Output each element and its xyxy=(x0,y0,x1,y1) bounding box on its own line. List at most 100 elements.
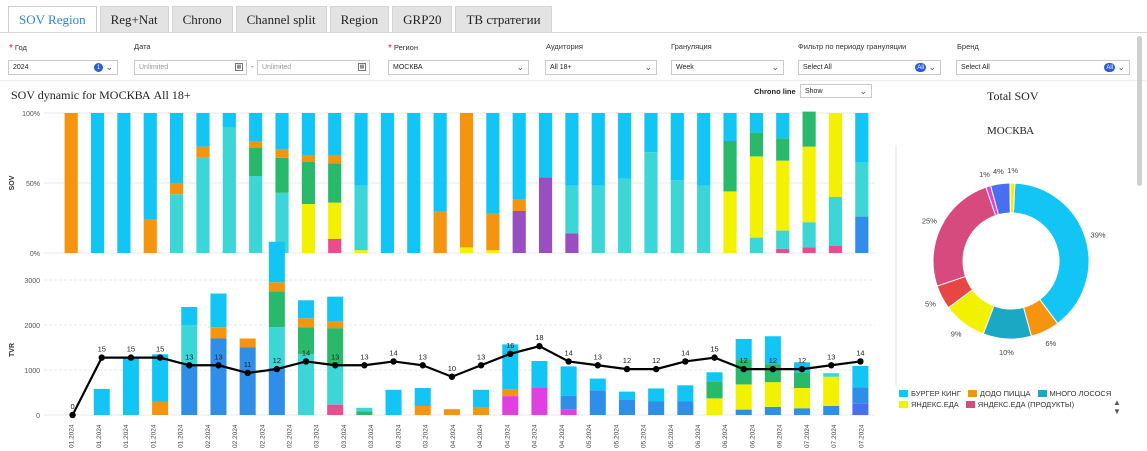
chevron-down-icon: ⌄ xyxy=(644,62,652,72)
sov-bar-segment xyxy=(565,113,579,186)
x-tick-label: 07.2024 xyxy=(858,424,865,448)
sov-bar-segment xyxy=(855,113,869,162)
chrono-line-select[interactable]: Show ⌄ xyxy=(800,84,872,98)
sov-bar-segment xyxy=(143,113,157,220)
date-from-input[interactable]: Unlimited ▦ xyxy=(134,60,247,75)
tvr-bar-segment xyxy=(210,327,227,339)
x-tick-label: 01.2024 xyxy=(96,424,103,448)
sov-bar-segment xyxy=(855,162,869,217)
tvr-bar-segment xyxy=(239,338,256,348)
tab-sov-region[interactable]: SOV Region xyxy=(8,6,97,32)
pie-legend: БУРГЕР КИНГ ДОДО ПИЦЦА МНОГО ЛОСОСЯ ЯНДЕКС.… xyxy=(899,389,1139,411)
tvr-bar-segment xyxy=(181,365,198,415)
sov-bar-segment xyxy=(697,185,711,253)
sov-bar-segment xyxy=(749,156,763,238)
pie-slice xyxy=(932,186,997,287)
year-value: 2024 xyxy=(13,64,29,71)
tab-tv-strategies[interactable]: ТВ стратегии xyxy=(455,6,552,32)
chrono-point xyxy=(594,362,602,369)
date-to-input[interactable]: Unlimited ▦ xyxy=(257,60,370,75)
sov-bar-segment xyxy=(802,222,816,248)
sov-bar-segment xyxy=(828,113,843,197)
tvr-bar-segment xyxy=(794,408,811,415)
legend-label: ЯНДЕКС.ЕДА xyxy=(911,400,959,409)
x-tick-label: 01.2024 xyxy=(178,424,185,448)
chrono-value-label: 13 xyxy=(419,352,427,361)
tab-reg-nat[interactable]: Reg+Nat xyxy=(99,6,169,32)
tab-grp20[interactable]: GRP20 xyxy=(392,6,453,32)
region-label: * Регион xyxy=(388,43,418,54)
tvr-bar-segment xyxy=(268,367,285,415)
legend-item[interactable]: БУРГЕР КИНГ xyxy=(899,389,961,398)
tvr-bar-segment xyxy=(152,401,169,415)
sov-bar-segment xyxy=(776,160,790,231)
pie-slice-label: 10% xyxy=(999,348,1014,357)
sov-bar-segment xyxy=(117,113,131,253)
sov-bar-segment xyxy=(512,211,526,253)
chrono-value-label: 15 xyxy=(710,345,718,354)
chrono-point xyxy=(711,354,718,361)
granularity-select[interactable]: Week ⌄ xyxy=(671,60,784,75)
date-from-placeholder: Unlimited xyxy=(139,64,169,71)
x-tick-label: 06.2024 xyxy=(722,424,729,448)
sov-bar-segment xyxy=(90,113,105,253)
chrono-point xyxy=(244,369,251,377)
chrono-value-label: 13 xyxy=(214,352,222,361)
legend-item[interactable]: ДОДО ПИЦЦА xyxy=(967,389,1031,398)
x-tick-label: 04.2024 xyxy=(450,424,457,448)
sov-bar-segment xyxy=(723,141,737,192)
sov-bar-segment xyxy=(275,157,289,193)
year-count-badge: 1 xyxy=(94,63,103,72)
chrono-point xyxy=(419,362,426,369)
chrono-point xyxy=(477,362,485,369)
sov-bar-segment xyxy=(723,113,737,141)
chrono-point xyxy=(507,350,514,357)
chrono-value-label: 14 xyxy=(389,348,397,357)
pie-subtitle: МОСКВА xyxy=(987,125,1035,137)
tvr-bar-segment xyxy=(239,347,256,415)
x-tick-label: 05.2024 xyxy=(586,424,593,448)
tvr-bar-segment xyxy=(852,387,869,404)
chrono-value-label: 12 xyxy=(798,356,806,365)
brand-label: Бренд xyxy=(957,42,979,51)
tab-region[interactable]: Region xyxy=(329,6,390,32)
sov-tick-label: 0% xyxy=(30,251,40,258)
tab-chrono[interactable]: Chrono xyxy=(171,6,233,32)
x-tick-label: 06.2024 xyxy=(749,424,756,448)
chevron-down-icon: ⌄ xyxy=(1117,62,1125,72)
legend-item[interactable]: ЯНДЕКС.ЕДА xyxy=(899,400,959,409)
sov-bar-segment xyxy=(512,199,526,211)
chevron-down-icon: ⌄ xyxy=(928,62,936,72)
chrono-point xyxy=(652,365,660,373)
tab-channel-split[interactable]: Channel split xyxy=(235,6,327,32)
page-scrollbar[interactable] xyxy=(1137,36,1142,186)
pie-slice xyxy=(1009,182,1016,214)
x-tick-label: 02.2024 xyxy=(232,424,239,448)
tvr-bar-segment xyxy=(297,318,315,328)
chrono-point xyxy=(536,342,543,350)
legend-item[interactable]: ЯНДЕКС.ЕДА (ПРОДУКТЫ) xyxy=(965,400,1074,409)
audience-select[interactable]: All 18+ ⌄ xyxy=(545,60,657,75)
legend-scroll-icon[interactable]: ▲ ▼ xyxy=(1113,398,1121,416)
year-select[interactable]: 2024 1 ⌄ xyxy=(8,60,118,75)
x-tick-label: 01.2024 xyxy=(123,424,130,448)
tvr-bar-segment xyxy=(268,241,285,283)
tvr-bar-segment xyxy=(764,336,781,365)
chrono-value-label: 14 xyxy=(564,348,572,357)
brand-select[interactable]: Select All All ⌄ xyxy=(956,60,1130,75)
sov-bar-segment xyxy=(433,211,447,253)
period-filter-select[interactable]: Select All All ⌄ xyxy=(798,60,941,75)
tvr-bar-segment xyxy=(764,382,781,407)
region-select[interactable]: МОСКВА ⌄ xyxy=(388,60,529,75)
tvr-bar-segment xyxy=(327,296,344,322)
pie-slice-label: 6% xyxy=(1045,339,1056,348)
select-all-badge: All xyxy=(915,63,926,72)
chrono-point xyxy=(361,362,368,369)
chrono-value-label: 0 xyxy=(71,402,75,411)
chrono-value-label: 14 xyxy=(681,348,689,357)
legend-item[interactable]: МНОГО ЛОСОСЯ xyxy=(1037,389,1111,398)
chrono-point xyxy=(127,354,135,361)
tvr-bar-segment xyxy=(210,293,227,328)
sov-bar-segment xyxy=(486,250,500,253)
tvr-bar-segment xyxy=(735,409,752,415)
